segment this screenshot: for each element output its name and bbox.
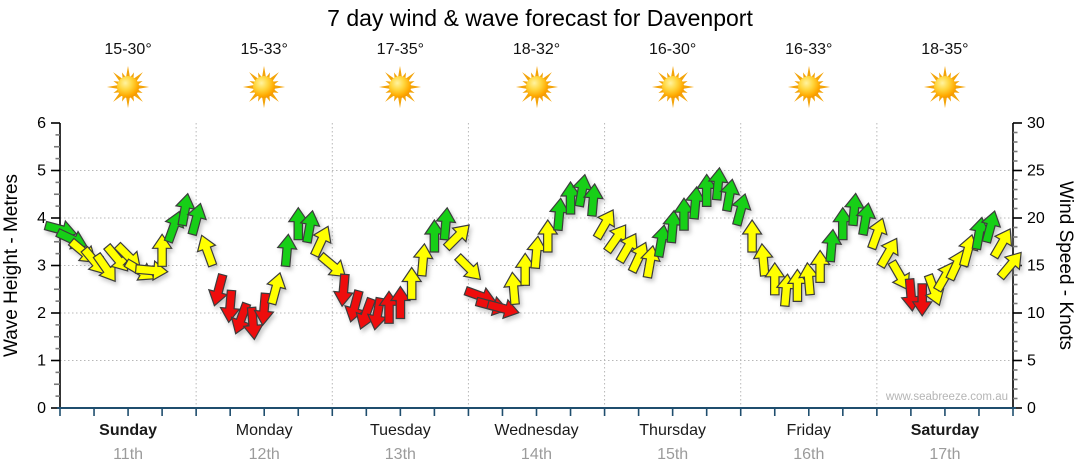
wind-arrow	[435, 206, 457, 241]
wind-arrow	[219, 289, 241, 324]
wind-arrow	[582, 182, 605, 217]
day-name-label: Tuesday	[370, 422, 431, 439]
left-axis: 0 1 2 3 4 5 6	[37, 115, 61, 417]
days-header: 15-30° 15-33° 17-35° 18-32° 16-30° 16-33° 18-3…	[0, 0, 1080, 120]
sun-icon	[787, 65, 830, 109]
wind-speed-tick-label: 5	[1027, 353, 1036, 370]
wind-arrow	[592, 209, 616, 241]
wind-arrow	[299, 209, 321, 244]
day-date-label: 14th	[521, 446, 552, 463]
x-axis	[57, 407, 1016, 416]
day-column: 18-35°	[897, 40, 993, 112]
wave-height-tick-label: 2	[37, 305, 46, 322]
day-name-label: Friday	[787, 422, 831, 439]
wave-height-tick-label: 1	[37, 353, 46, 370]
day-name-label: Monday	[236, 422, 293, 439]
sun-icon	[651, 65, 694, 109]
wind-arrow	[911, 283, 933, 317]
wind-arrow	[151, 233, 173, 267]
wind-arrow	[412, 242, 434, 277]
wind-arrow	[707, 166, 729, 201]
wind-arrow	[309, 225, 332, 258]
page-title: 7 day wind & wave forecast for Davenport	[327, 5, 753, 31]
wind-speed-tick-label: 25	[1027, 163, 1045, 180]
sun-icon	[243, 65, 286, 109]
sun-icon	[106, 65, 150, 109]
wave-height-tick-label: 0	[37, 400, 46, 417]
day-temperature-range: 17-35°	[376, 41, 424, 58]
wind-arrow	[442, 224, 470, 252]
day-column: 18-32°	[489, 40, 585, 112]
wave-height-tick-label: 6	[37, 115, 46, 132]
wind-arrow	[332, 273, 354, 308]
wind-arrow	[821, 228, 843, 263]
day-labels: Sunday 11th Monday 12th Tuesday 13th Wednesday…	[99, 422, 979, 463]
wind-arrow	[741, 218, 763, 253]
wind-arrow	[887, 259, 910, 291]
left-axis-title: Wave Height - Metres	[1, 174, 22, 357]
wind-speed-tick-label: 30	[1027, 115, 1045, 132]
wind-arrow	[731, 192, 752, 227]
wind-arrow	[719, 178, 741, 213]
day-column: 15-30°	[80, 40, 176, 112]
day-name-label: Sunday	[99, 422, 157, 439]
wind-arrow	[389, 285, 412, 320]
watermark: www.seabreeze.com.au	[885, 391, 1008, 403]
wind-arrow	[980, 210, 1002, 244]
wave-height-tick-label: 5	[37, 163, 46, 180]
wave-height-tick-label: 3	[37, 258, 46, 275]
right-axis-title: Wind Speed - Knots	[1055, 181, 1076, 350]
day-column: 16-30°	[625, 40, 721, 112]
day-temperature-range: 18-32°	[512, 41, 561, 58]
day-date-label: 15th	[657, 446, 688, 463]
sun-icon	[379, 65, 422, 109]
day-date-label: 16th	[793, 446, 824, 463]
wind-arrow	[196, 234, 218, 268]
day-column: 17-35°	[352, 40, 448, 112]
wind-arrow	[186, 202, 207, 237]
day-name-label: Thursday	[639, 422, 706, 439]
day-column: 16-33°	[761, 40, 857, 112]
wind-arrow	[317, 251, 347, 278]
wave-height-tick-label: 4	[37, 210, 46, 227]
wind-arrow	[276, 233, 298, 268]
wind-arrow	[764, 261, 786, 296]
wind-arrow	[876, 237, 899, 270]
day-temperature-range: 15-33°	[240, 41, 288, 58]
day-name-label: Saturday	[911, 422, 980, 439]
wind-speed-tick-label: 10	[1027, 305, 1045, 322]
wind-arrow	[996, 251, 1022, 281]
wind-arrow	[809, 249, 831, 283]
wind-speed-tick-label: 0	[1027, 400, 1036, 417]
day-temperature-range: 15-30°	[104, 41, 152, 58]
sun-icon	[515, 65, 558, 109]
day-temperature-range: 18-35°	[921, 41, 969, 58]
day-column: 15-33°	[216, 40, 312, 112]
wind-arrow	[453, 252, 482, 281]
day-date-label: 11th	[113, 446, 143, 463]
day-temperature-range: 16-30°	[648, 41, 697, 58]
wind-arrow	[867, 217, 888, 251]
wind-arrow	[265, 271, 287, 306]
wind-arrow	[855, 202, 877, 237]
day-name-label: Wednesday	[494, 422, 578, 439]
day-date-label: 12th	[249, 446, 280, 463]
wind-speed-tick-label: 20	[1027, 210, 1045, 227]
wind-arrow	[537, 218, 559, 253]
day-date-label: 13th	[385, 446, 416, 463]
wind-arrow-series	[43, 166, 1022, 341]
wind-arrow	[401, 266, 423, 301]
day-temperature-range: 16-33°	[785, 41, 833, 58]
wind-arrow	[242, 306, 264, 341]
sun-icon	[923, 65, 967, 109]
wind-arrow	[752, 242, 774, 277]
right-axis: 0 5 10 15 20 25 30	[1012, 115, 1045, 417]
wind-speed-tick-label: 15	[1027, 258, 1045, 275]
day-date-label: 17th	[929, 446, 960, 463]
wind-arrow	[989, 228, 1013, 260]
